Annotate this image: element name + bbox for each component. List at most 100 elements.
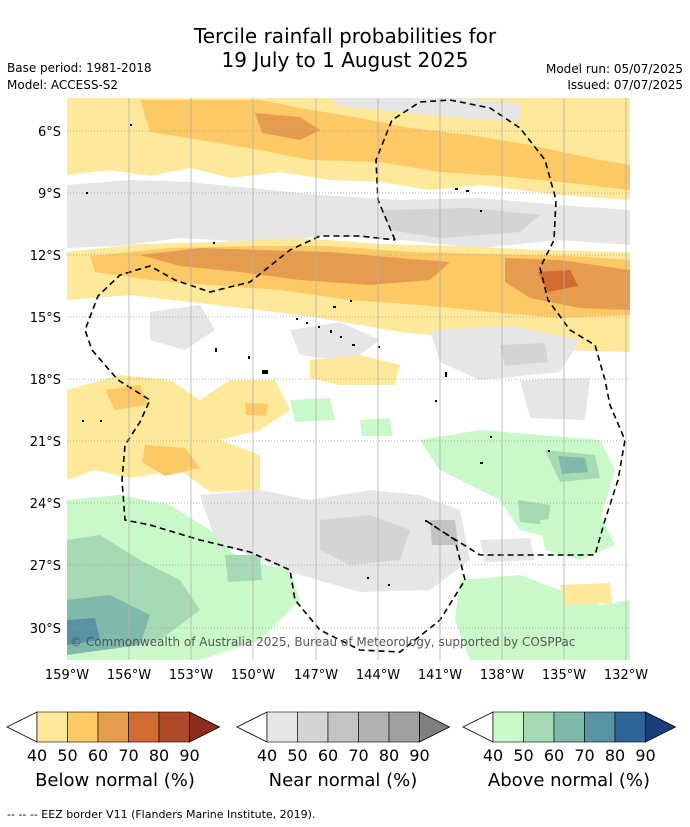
above-normal-region — [67, 618, 100, 645]
below-normal-region — [310, 355, 400, 385]
colorbar-tick-label: 40 — [257, 746, 277, 765]
colorbar-swatch — [36, 711, 68, 743]
colorbar-under-triangle — [236, 711, 268, 743]
colorbar-tick-label: 60 — [318, 746, 338, 765]
copyright-notice: © Commonwealth of Australia 2025, Bureau… — [70, 635, 575, 649]
above-normal-region — [225, 555, 262, 582]
lat-label: 30°S — [30, 622, 61, 637]
lon-label: 156°W — [107, 668, 151, 683]
model-run: Model run: 05/07/2025 — [545, 62, 683, 76]
lat-label: 9°S — [38, 187, 61, 202]
above-normal-region — [558, 456, 588, 474]
above-normal-label: Above normal (%) — [487, 770, 651, 791]
lat-label: 6°S — [38, 125, 61, 140]
colorbar-over-triangle — [419, 711, 451, 743]
lon-axis: 159°W 156°W 153°W 150°W 147°W 144°W 141°… — [45, 668, 648, 683]
colorbar-under-triangle — [6, 711, 38, 743]
near-normal-region — [500, 343, 548, 366]
near-normal-region — [380, 208, 540, 238]
colorbar-tick-label: 40 — [483, 746, 503, 765]
colorbar-swatch — [553, 711, 585, 743]
eez-border — [84, 99, 626, 653]
colorbar-tick-label: 80 — [605, 746, 625, 765]
colorbar-tick-label: 70 — [348, 746, 368, 765]
colorbar-tick-label: 90 — [635, 746, 655, 765]
colorbar-tick-label: 60 — [544, 746, 564, 765]
lon-label: 138°W — [480, 668, 524, 683]
below-normal-region — [245, 403, 268, 416]
near-normal-region — [150, 305, 215, 350]
colorbar-tick-label: 70 — [574, 746, 594, 765]
above-normal-region — [455, 575, 630, 660]
lon-label: 135°W — [542, 668, 586, 683]
issued-date: Issued: 07/07/2025 — [567, 78, 683, 92]
colorbar-tick-label: 70 — [118, 746, 138, 765]
near-normal-colorbar: 40 50 60 70 80 90 — [236, 711, 451, 765]
map-title-line1: Tercile rainfall probabilities for — [193, 24, 497, 48]
below-normal-colorbar: 40 50 60 70 80 90 — [6, 711, 221, 765]
lat-label: 24°S — [30, 497, 61, 512]
lat-label: 27°S — [30, 559, 61, 574]
colorbar-tick-label: 40 — [27, 746, 47, 765]
colorbar-swatch — [584, 711, 616, 743]
near-normal-label: Near normal (%) — [268, 770, 418, 791]
near-normal-region — [520, 378, 590, 420]
lon-label: 159°W — [45, 668, 89, 683]
lat-gridlines — [67, 130, 630, 629]
lon-label: 153°W — [169, 668, 213, 683]
colorbar-swatch — [297, 711, 329, 743]
lon-label: 141°W — [418, 668, 462, 683]
above-normal-colorbar: 40 50 60 70 80 90 — [462, 711, 677, 765]
base-period: Base period: 1981-2018 — [7, 61, 152, 75]
colorbar-swatch — [266, 711, 298, 743]
lon-label: 150°W — [231, 668, 275, 683]
lon-label: 147°W — [294, 668, 338, 683]
colorbar-swatch — [67, 711, 99, 743]
colorbar-under-triangle — [462, 711, 494, 743]
map-title-line2: 19 July to 1 August 2025 — [221, 48, 469, 72]
colorbar-tick-label: 50 — [57, 746, 77, 765]
below-normal-region — [560, 583, 612, 605]
lat-label: 21°S — [30, 435, 61, 450]
lat-label: 18°S — [30, 373, 61, 388]
model-name: Model: ACCESS-S2 — [7, 78, 119, 92]
below-normal-region — [538, 270, 578, 292]
below-normal-region — [255, 113, 320, 140]
colorbar-tick-label: 90 — [409, 746, 429, 765]
below-normal-region — [140, 248, 450, 285]
colorbar-swatch — [97, 711, 129, 743]
colorbar-tick-label: 80 — [379, 746, 399, 765]
colorbar-tick-label: 90 — [179, 746, 199, 765]
lon-label: 144°W — [356, 668, 400, 683]
colorbar-swatch — [327, 711, 359, 743]
colorbar-over-triangle — [189, 711, 221, 743]
colorbar-swatch — [388, 711, 420, 743]
near-normal-region — [480, 538, 535, 562]
colorbar-tick-label: 60 — [88, 746, 108, 765]
colorbar-over-triangle — [645, 711, 677, 743]
colorbar-tick-label: 80 — [149, 746, 169, 765]
above-normal-region — [518, 500, 550, 525]
colorbar-swatch — [492, 711, 524, 743]
colorbar-tick-label: 50 — [287, 746, 307, 765]
lat-label: 12°S — [30, 249, 61, 264]
colorbar-swatch — [358, 711, 390, 743]
above-normal-region — [290, 398, 335, 422]
rainfall-map: © Commonwealth of Australia 2025, Bureau… — [6, 98, 677, 765]
lon-label: 132°W — [604, 668, 648, 683]
colorbar-swatch — [158, 711, 190, 743]
near-normal-region — [320, 515, 410, 565]
colorbar-legends: 40 50 60 70 80 90 40 50 60 70 80 90 40 50 60 70 80 90 — [6, 711, 677, 765]
eez-footnote: -- -- -- EEZ border V11 (Flanders Marine… — [7, 808, 316, 821]
colorbar-swatch — [128, 711, 160, 743]
lat-label: 15°S — [30, 311, 61, 326]
below-normal-label: Below normal (%) — [35, 770, 195, 791]
colorbar-swatch — [523, 711, 555, 743]
near-normal-region — [290, 322, 380, 362]
lat-axis: 6°S 9°S 12°S 15°S 18°S 21°S 24°S 27°S 30… — [30, 125, 61, 637]
lon-gridlines — [128, 98, 627, 660]
colorbar-tick-label: 50 — [513, 746, 533, 765]
probability-field: © Commonwealth of Australia 2025, Bureau… — [67, 98, 630, 660]
above-normal-region — [360, 418, 392, 436]
colorbar-swatch — [614, 711, 646, 743]
